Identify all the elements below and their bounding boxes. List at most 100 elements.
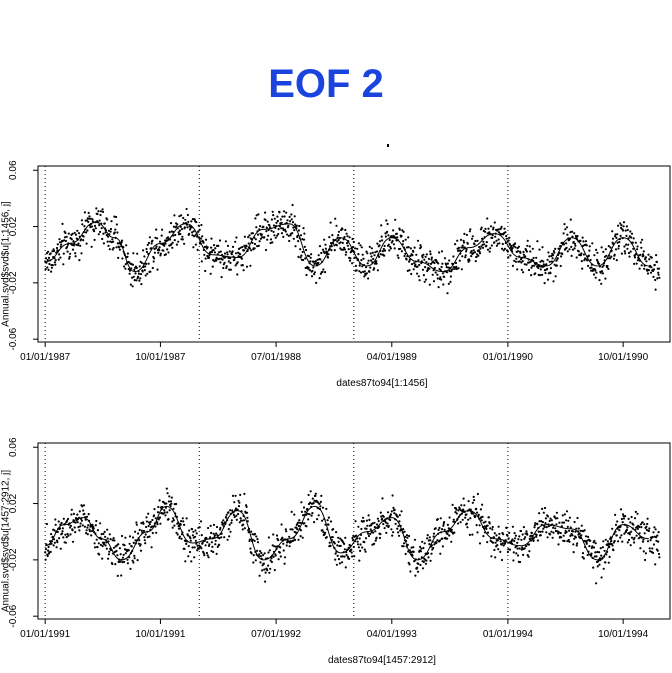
data-point <box>492 536 496 539</box>
data-point <box>379 533 382 536</box>
x-axis-label: dates87to94[1457:2912] <box>328 655 436 666</box>
data-point <box>551 257 554 260</box>
data-point <box>61 530 64 533</box>
data-point <box>301 238 304 241</box>
data-point <box>616 233 619 236</box>
data-point <box>215 259 218 262</box>
data-point <box>193 218 196 221</box>
data-point <box>562 232 565 235</box>
data-point <box>170 243 173 246</box>
data-point <box>402 230 405 233</box>
data-point <box>111 238 114 241</box>
data-point <box>301 250 304 254</box>
data-point <box>414 263 417 266</box>
data-point <box>570 254 573 257</box>
data-point <box>267 228 270 232</box>
data-point <box>218 537 221 540</box>
data-point <box>302 238 306 241</box>
data-point <box>448 534 451 537</box>
data-point <box>626 526 629 529</box>
data-point <box>565 519 568 522</box>
data-point <box>464 256 467 259</box>
data-point <box>273 568 276 572</box>
data-point <box>583 259 586 262</box>
data-point <box>136 252 139 255</box>
data-point <box>576 530 580 533</box>
data-point <box>169 504 172 508</box>
data-point <box>355 269 358 272</box>
data-point <box>97 210 100 213</box>
data-point <box>51 250 54 253</box>
data-point <box>290 510 293 513</box>
data-point <box>334 552 337 555</box>
data-point <box>640 246 643 249</box>
data-point <box>250 552 253 555</box>
data-point <box>552 531 555 534</box>
data-point <box>200 223 203 227</box>
data-point <box>234 509 237 512</box>
data-point <box>241 245 244 249</box>
data-point <box>462 246 465 249</box>
data-point <box>421 268 425 271</box>
data-point <box>645 260 648 263</box>
data-point <box>53 541 57 544</box>
data-point <box>493 532 496 535</box>
data-point <box>354 247 357 250</box>
data-point <box>394 236 397 239</box>
data-point <box>63 236 67 239</box>
data-point <box>118 558 121 561</box>
data-point <box>255 214 258 217</box>
data-point <box>287 224 290 227</box>
data-point <box>416 570 420 573</box>
data-point <box>405 258 408 261</box>
data-point <box>469 517 472 520</box>
data-point <box>392 243 395 246</box>
data-point <box>247 242 250 245</box>
data-point <box>376 242 379 245</box>
data-point <box>609 257 612 260</box>
data-point <box>515 552 518 555</box>
data-point <box>595 271 598 274</box>
data-point <box>258 553 261 556</box>
data-point <box>437 528 440 532</box>
data-point <box>249 547 252 550</box>
data-point <box>430 258 433 261</box>
data-point <box>299 521 302 525</box>
data-point <box>264 571 267 574</box>
data-point <box>248 538 251 541</box>
data-point <box>572 240 575 244</box>
data-point <box>479 228 482 231</box>
data-point <box>131 285 134 288</box>
data-point <box>532 539 535 543</box>
data-point <box>639 253 642 256</box>
data-point <box>196 248 199 251</box>
data-point <box>463 510 466 513</box>
data-point <box>74 233 78 236</box>
data-point <box>347 248 350 251</box>
data-point <box>522 553 525 557</box>
data-point <box>103 541 106 544</box>
data-point <box>446 292 449 295</box>
data-point <box>515 257 518 260</box>
data-point <box>641 540 645 543</box>
data-point <box>527 258 530 261</box>
data-point <box>470 255 473 258</box>
data-point <box>148 535 151 538</box>
data-point <box>273 545 276 548</box>
data-point <box>606 540 610 543</box>
data-point <box>221 255 224 258</box>
data-point <box>245 504 248 507</box>
data-point <box>520 261 523 264</box>
data-point <box>517 538 520 541</box>
data-point <box>324 523 327 526</box>
data-point <box>105 541 108 544</box>
data-point <box>390 510 393 513</box>
data-point <box>531 534 534 538</box>
data-point <box>656 534 659 537</box>
data-point <box>421 256 424 259</box>
data-point <box>344 566 347 569</box>
data-point <box>561 514 564 517</box>
data-point <box>222 519 225 522</box>
data-point <box>138 279 141 282</box>
